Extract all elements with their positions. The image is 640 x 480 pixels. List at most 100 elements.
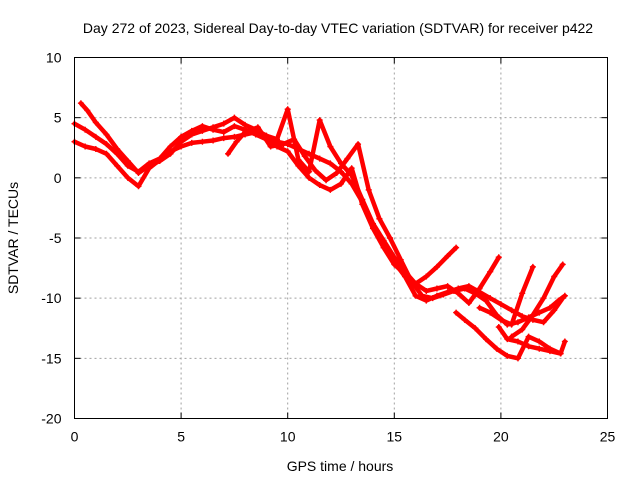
data-point-marker [433,263,440,270]
x-tick-label: 15 [387,429,403,445]
data-point-marker [444,283,451,290]
data-point-marker [135,183,142,190]
data-point-marker [369,220,376,227]
x-tick-label: 10 [280,429,296,445]
data-point-marker [476,304,483,311]
data-point-marker [504,336,511,343]
data-point-marker [540,319,547,326]
data-point-marker [167,143,174,150]
data-point-marker [546,348,553,355]
data-point-marker [156,157,163,164]
data-point-marker [551,273,558,280]
data-point-marker [327,143,334,150]
data-point-marker [306,174,313,181]
data-point-marker [114,162,121,169]
data-point-marker [242,129,249,136]
data-point-marker [495,254,502,261]
data-point-marker [472,290,479,297]
data-point-marker [233,138,240,145]
x-axis-label: GPS time / hours [287,458,394,474]
data-point-marker [508,333,515,340]
data-point-marker [327,160,334,167]
series-track-3 [77,100,502,306]
plot-frame [74,57,608,419]
data-point-marker [561,292,568,299]
data-point-marker [220,135,227,142]
data-point-marker [391,254,398,261]
data-point-marker [267,143,274,150]
data-point-marker [559,261,566,268]
data-point-marker [220,120,227,127]
data-point-marker [327,186,334,193]
data-point-marker [254,124,261,131]
data-point-marker [295,162,302,169]
data-point-marker [557,350,564,357]
data-point-marker [355,141,362,148]
data-point-marker [274,136,281,143]
data-point-marker [284,106,291,113]
data-point-marker [210,124,217,131]
data-point-marker [504,352,511,359]
data-point-marker [476,285,483,292]
data-point-marker [525,333,532,340]
y-tick-label: 5 [54,110,62,126]
data-point-marker [495,324,502,331]
y-tick-label: -10 [41,290,61,306]
data-point-marker [220,129,227,136]
data-point-marker [555,297,562,304]
data-point-marker [344,155,351,162]
data-point-marker [551,307,558,314]
data-point-marker [301,153,308,160]
data-point-marker [124,157,131,164]
x-tick-label: 25 [600,429,616,445]
series-trace [225,125,568,327]
data-point-marker [453,244,460,251]
data-point-marker [561,338,568,345]
data-point-marker [391,261,398,268]
data-point-marker [529,263,536,270]
data-point-marker [338,180,344,187]
data-point-marker [482,297,489,304]
data-point-marker [82,143,89,150]
data-point-marker [465,299,472,306]
data-point-marker [508,307,515,314]
data-point-marker [188,139,195,146]
data-point-marker [487,268,494,275]
data-point-marker [536,338,543,345]
data-point-marker [231,114,238,121]
data-point-marker [536,345,543,352]
x-tick-label: 0 [71,429,79,445]
data-point-marker [167,150,174,157]
axis-ticks: 0 5 10 15 20 25 -20 -15 -10 -5 0 5 10 [41,50,615,445]
data-point-marker [497,316,504,323]
data-point-marker [497,301,504,308]
data-point-marker [82,126,89,133]
data-point-marker [210,137,217,144]
y-axis-label: SDTVAR / TECUs [5,182,21,294]
data-point-marker [295,156,302,163]
data-point-marker [450,287,457,294]
data-point-marker [387,235,394,241]
data-point-marker [225,150,232,157]
data-point-marker [472,325,479,332]
data-point-marker [103,141,110,148]
data-point-marker [429,295,436,302]
series-trace [72,129,565,325]
data-point-marker [231,123,238,130]
data-point-marker [316,182,323,189]
grid [74,57,608,419]
data-point-marker [316,155,323,162]
data-point-marker [525,343,532,350]
data-point-marker [508,321,515,328]
data-point-marker [348,165,355,172]
data-point-marker [519,290,526,297]
data-point-marker [178,138,185,145]
data-point-marker [440,291,447,298]
y-tick-label: -15 [41,350,61,366]
data-point-marker [546,304,553,311]
data-point-marker [124,174,131,181]
data-point-marker [514,355,521,362]
data-point-marker [284,148,291,155]
data-point-marker [536,309,543,316]
